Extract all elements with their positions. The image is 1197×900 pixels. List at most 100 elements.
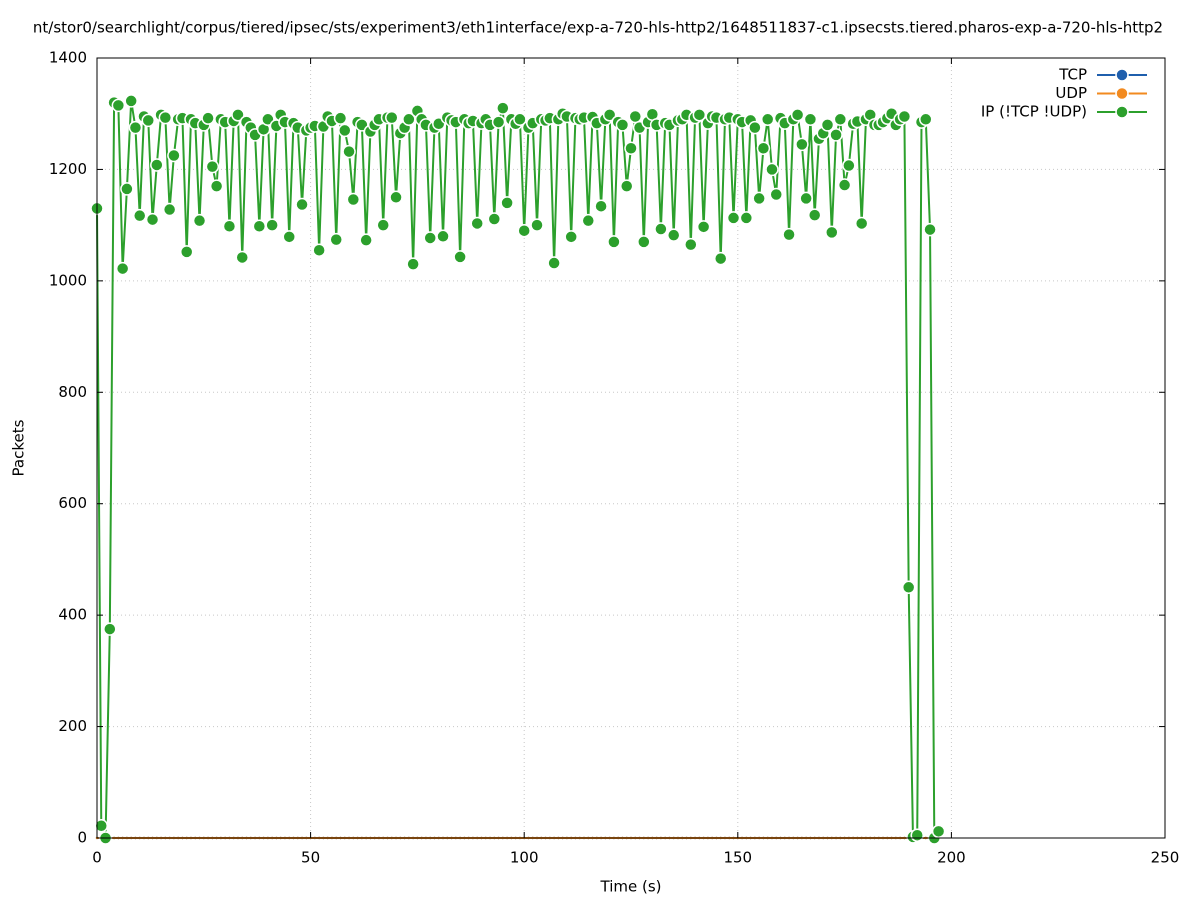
data-point (713, 251, 728, 266)
data-point (179, 245, 194, 259)
data-point (491, 115, 506, 129)
data-point (470, 216, 484, 231)
data-point (265, 218, 279, 232)
data-point (128, 120, 143, 135)
y-tick-label: 0 (77, 829, 87, 847)
data-point (748, 120, 762, 135)
data-point (150, 158, 164, 172)
data-point (111, 98, 126, 113)
data-point (359, 233, 373, 247)
data-point (602, 108, 617, 122)
data-point (615, 118, 630, 132)
legend-label: TCP (1058, 66, 1087, 84)
data-point (124, 94, 138, 108)
data-point (423, 231, 437, 245)
data-point (496, 101, 510, 115)
data-point (500, 196, 514, 210)
data-point (765, 162, 779, 177)
data-point (684, 237, 698, 252)
data-point (696, 220, 711, 234)
data-point (406, 257, 420, 271)
data-point (692, 108, 707, 122)
y-tick-label: 600 (58, 494, 87, 512)
y-axis-label: Packets (10, 419, 28, 476)
data-point (530, 218, 544, 232)
data-point (517, 223, 531, 238)
data-point (141, 113, 156, 128)
data-point (910, 828, 924, 842)
y-tick-label: 1400 (49, 49, 87, 67)
data-point (897, 109, 912, 124)
data-point (842, 158, 856, 173)
data-point (739, 211, 754, 225)
data-point (564, 230, 578, 244)
data-point (803, 112, 818, 127)
data-point (94, 818, 109, 833)
legend-swatch (1115, 68, 1129, 82)
data-point (666, 228, 681, 242)
plot-area (90, 94, 946, 845)
data-point (205, 159, 220, 174)
x-tick-label: 0 (92, 849, 102, 867)
x-tick-label: 100 (510, 849, 539, 867)
data-point (654, 222, 668, 236)
data-point (346, 192, 361, 207)
data-point (854, 216, 869, 231)
data-point (799, 191, 813, 206)
data-point (295, 197, 309, 212)
data-point (901, 580, 916, 595)
data-point (594, 199, 608, 213)
data-point (752, 191, 766, 206)
plot-frame (96, 57, 1166, 839)
data-point (282, 230, 296, 244)
data-point (436, 229, 450, 244)
data-point (158, 110, 173, 125)
data-point (547, 256, 561, 270)
legend-label: IP (!TCP !UDP) (981, 103, 1087, 121)
data-point (235, 250, 249, 265)
data-point (402, 112, 416, 127)
data-point (201, 111, 215, 125)
data-point (385, 110, 399, 125)
legend-swatch (1115, 86, 1129, 101)
y-tick-label: 1000 (49, 271, 87, 289)
y-tick-label: 200 (58, 717, 87, 735)
data-point (619, 179, 634, 193)
data-point (923, 222, 937, 237)
data-point (628, 109, 643, 124)
data-point (820, 118, 835, 132)
data-point (342, 144, 356, 159)
data-point (252, 219, 267, 234)
data-point (825, 225, 839, 240)
data-point (145, 212, 160, 227)
y-tick-label: 800 (58, 383, 87, 401)
data-point (726, 211, 741, 225)
data-point (513, 112, 527, 127)
data-point (312, 243, 326, 257)
data-point (132, 208, 147, 223)
y-tick-label: 1200 (49, 160, 87, 178)
data-point (376, 218, 390, 232)
data-point (453, 250, 467, 264)
data-point (624, 141, 638, 156)
data-point (115, 261, 130, 276)
data-point (120, 182, 134, 196)
data-point (167, 148, 181, 163)
data-point (919, 112, 933, 127)
x-axis-label: Time (s) (600, 878, 662, 896)
chart-title: nt/stor0/searchlight/corpus/tiered/ipsec… (33, 19, 1163, 37)
x-tick-label: 50 (301, 849, 320, 867)
data-point (581, 213, 596, 228)
legend-label: UDP (1055, 84, 1087, 102)
data-point (637, 235, 651, 249)
data-point (192, 213, 207, 228)
data-point (607, 235, 621, 249)
data-point (829, 128, 843, 142)
data-point (329, 232, 343, 247)
data-point (162, 202, 177, 217)
data-point (795, 137, 809, 152)
data-point (790, 108, 805, 122)
data-point (760, 112, 775, 127)
data-point (931, 824, 946, 839)
